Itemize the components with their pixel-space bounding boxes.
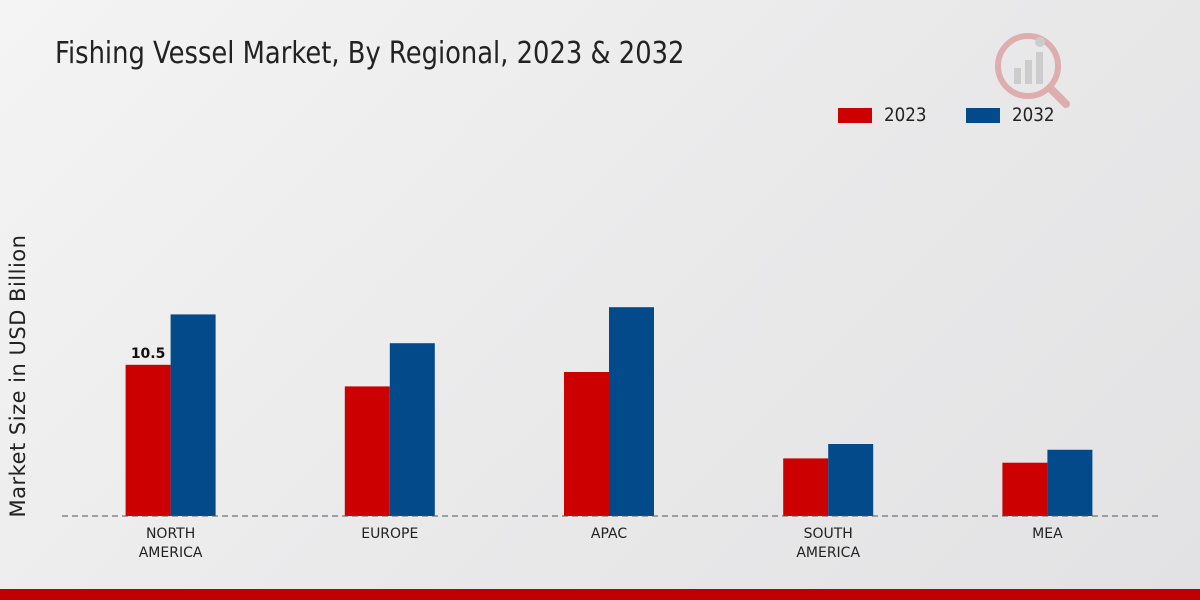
x-tick-label: MEA	[1032, 526, 1063, 542]
bar-2023-south-america[interactable]	[783, 458, 829, 516]
chart-title: Fishing Vessel Market, By Regional, 2023…	[55, 36, 685, 71]
bar-2032-apac[interactable]	[609, 307, 654, 516]
x-tick-label: EUROPE	[361, 526, 418, 542]
bar-2032-north-america[interactable]	[170, 314, 216, 516]
x-tick-label: AMERICA	[139, 545, 203, 561]
bar-2023-mea[interactable]	[1002, 462, 1048, 516]
legend-label-2023: 2023	[884, 104, 927, 126]
x-tick-label: SOUTH	[804, 526, 853, 542]
bar-2023-north-america[interactable]	[125, 364, 171, 516]
x-tick-label: AMERICA	[796, 545, 860, 561]
bar-2023-apac[interactable]	[564, 372, 609, 516]
bar-2032-europe[interactable]	[389, 343, 435, 516]
legend-swatch-2023	[838, 107, 872, 123]
bar-2023-europe[interactable]	[344, 386, 390, 516]
legend-label-2032: 2032	[1012, 104, 1055, 126]
data-label: 10.5	[131, 346, 166, 362]
footer-accent-bar	[0, 589, 1200, 600]
legend-item-2023[interactable]: 2023	[838, 104, 932, 126]
bar-2032-mea[interactable]	[1047, 449, 1093, 516]
legend: 2023 2032	[838, 104, 1095, 126]
legend-swatch-2032	[966, 107, 1001, 123]
bar-2032-south-america[interactable]	[828, 444, 874, 516]
legend-item-2032[interactable]: 2032	[966, 104, 1060, 126]
market-research-logo-icon	[995, 33, 1070, 108]
x-tick-label: NORTH	[146, 526, 195, 542]
x-tick-label: APAC	[591, 526, 627, 542]
